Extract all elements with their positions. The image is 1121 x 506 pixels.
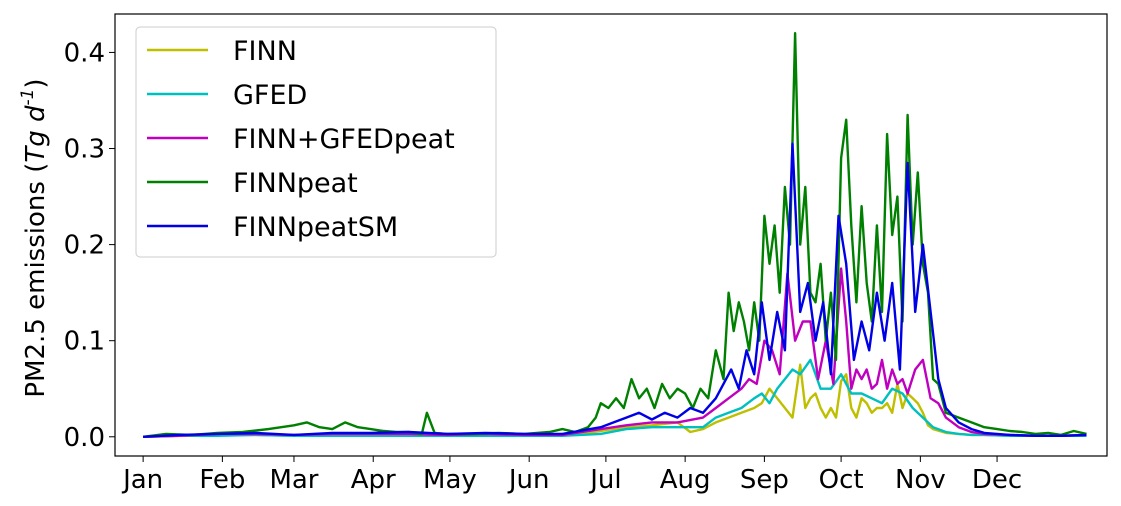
y-axis-label: PM2.5 emissions (Tg d-1): [18, 78, 51, 397]
legend-label: FINNpeat: [233, 168, 358, 199]
x-tick-label: May: [423, 465, 477, 495]
series-layer: [142, 32, 1087, 438]
y-tick-label: 0.3: [64, 135, 105, 165]
y-axis: 0.0 0.1 0.2 0.3 0.4: [64, 38, 115, 453]
x-tick-label: Nov: [895, 465, 946, 495]
x-tick-label: Aug: [660, 465, 711, 495]
x-tick-label: Jan: [121, 465, 163, 495]
x-tick-label: Jul: [588, 465, 621, 495]
x-tick-label: Dec: [972, 465, 1022, 495]
x-tick-label: Oct: [819, 465, 864, 495]
legend-frame: [135, 26, 497, 258]
x-tick-label: Mar: [269, 465, 318, 495]
legend: FINN GFED FINN+GFEDpeat FINNpeat FINNpeatSM: [135, 26, 497, 258]
y-tick-label: 0.4: [64, 38, 105, 68]
legend-label: FINN+GFEDpeat: [233, 124, 455, 155]
x-tick-label: Apr: [351, 465, 396, 495]
legend-label: GFED: [233, 80, 307, 111]
y-tick-label: 0.1: [64, 327, 105, 357]
legend-label: FINNpeatSM: [233, 212, 398, 243]
y-tick-label: 0.2: [64, 231, 105, 261]
y-tick-label: 0.0: [64, 423, 105, 453]
legend-label: FINN: [233, 36, 297, 67]
x-tick-label: Sep: [740, 465, 789, 495]
x-axis: Jan Feb Mar Apr May Jun Jul Aug Sep Oct Nov Dec: [121, 456, 1022, 495]
series-line-4: [143, 142, 1087, 438]
x-tick-label: Feb: [199, 465, 245, 495]
x-tick-label: Jun: [507, 465, 550, 495]
